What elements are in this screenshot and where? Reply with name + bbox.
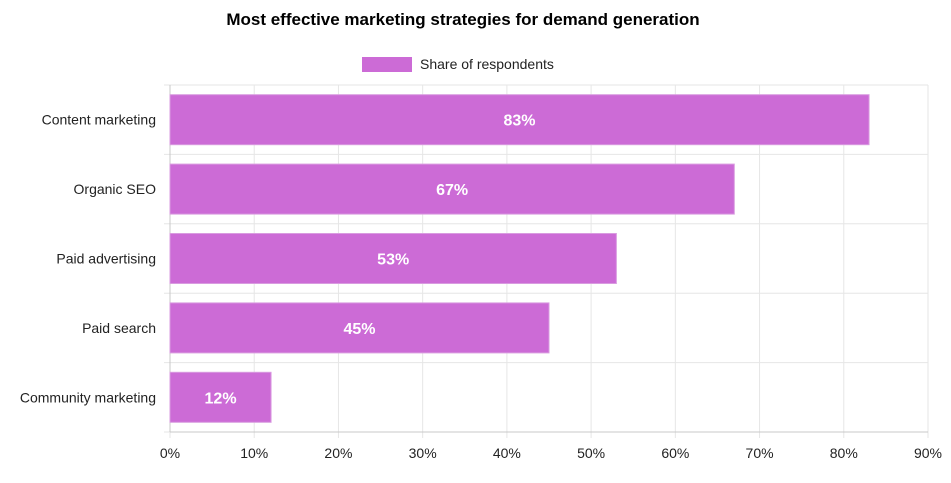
category-label: Content marketing bbox=[42, 112, 156, 128]
x-tick-label: 0% bbox=[160, 445, 180, 461]
x-tick-label: 90% bbox=[914, 445, 942, 461]
x-tick-label: 30% bbox=[409, 445, 437, 461]
bar bbox=[169, 233, 617, 284]
data-label: 53% bbox=[377, 252, 409, 269]
category-label: Paid search bbox=[82, 320, 156, 336]
x-tick-label: 50% bbox=[577, 445, 605, 461]
bar bbox=[169, 163, 735, 215]
x-tick-label: 40% bbox=[493, 445, 521, 461]
category-label: Organic SEO bbox=[74, 181, 157, 197]
data-label: 83% bbox=[504, 113, 536, 130]
category-labels: Content marketing Organic SEO Paid adverti… bbox=[20, 112, 156, 406]
data-label: 67% bbox=[436, 182, 468, 199]
bar bbox=[169, 94, 870, 146]
bars bbox=[169, 94, 870, 423]
bar bbox=[169, 371, 272, 423]
x-tick-label: 20% bbox=[324, 445, 352, 461]
x-tick-label: 10% bbox=[240, 445, 268, 461]
x-tick-label: 70% bbox=[746, 445, 774, 461]
chart-title: Most effective marketing strategies for … bbox=[226, 10, 699, 29]
legend-swatch bbox=[362, 57, 412, 72]
legend-label: Share of respondents bbox=[420, 56, 554, 72]
legend[interactable]: Share of respondents bbox=[362, 56, 554, 72]
category-label: Paid advertising bbox=[56, 251, 156, 267]
category-label: Community marketing bbox=[20, 389, 156, 405]
data-label: 12% bbox=[205, 390, 237, 407]
data-label: 45% bbox=[343, 321, 375, 338]
bar bbox=[169, 302, 550, 354]
x-axis-tick-labels: 0% 10% 20% 30% 40% 50% 60% 70% 80% 90% bbox=[160, 445, 942, 461]
data-labels: 83% 67% 53% 45% 12% bbox=[205, 113, 536, 408]
x-tick-label: 60% bbox=[661, 445, 689, 461]
x-tick-label: 80% bbox=[830, 445, 858, 461]
